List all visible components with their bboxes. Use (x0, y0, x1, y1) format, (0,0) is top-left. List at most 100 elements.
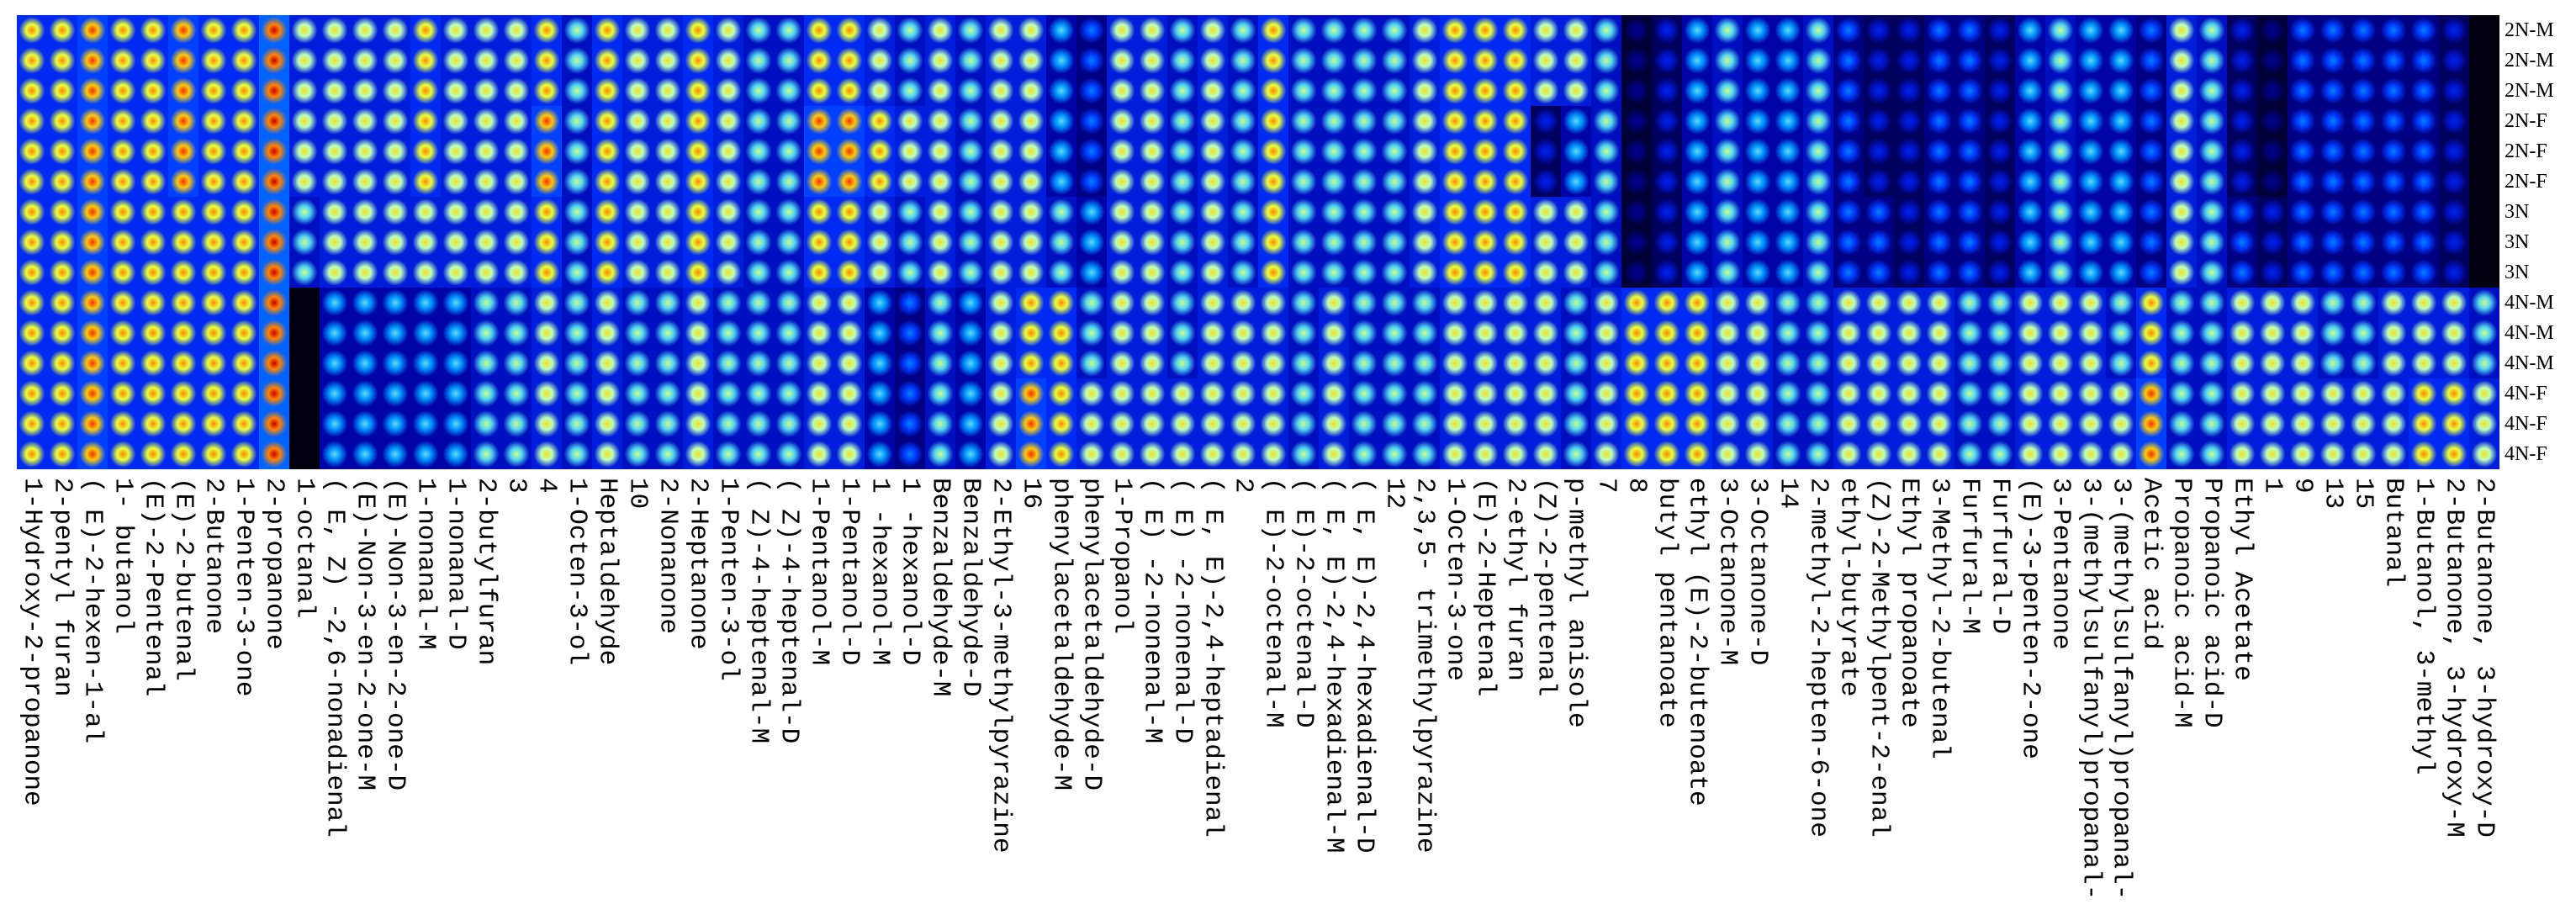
cell-spot (1502, 47, 1529, 74)
heatmap-cell (47, 348, 77, 378)
heatmap-cell (2288, 439, 2318, 469)
cell-spot (2138, 350, 2165, 377)
cell-spot (1320, 350, 1347, 377)
heatmap-cell (2318, 227, 2348, 257)
cell-spot (1896, 47, 1923, 74)
cell-spot (1986, 47, 2013, 74)
heatmap-cell (320, 167, 350, 197)
cell-spot (2017, 259, 2044, 286)
cell-spot (2047, 259, 2074, 286)
cell-spot (1593, 380, 1620, 407)
cell-spot (1502, 259, 1529, 286)
heatmap-cell (1198, 167, 1228, 197)
cell-spot (1199, 350, 1226, 377)
heatmap-cell (1046, 227, 1076, 257)
heatmap-cell (108, 136, 138, 167)
heatmap-cell (108, 76, 138, 106)
heatmap-cell (592, 45, 622, 76)
cell-spot (200, 320, 227, 346)
heatmap-cell (471, 318, 501, 348)
cell-spot (2289, 350, 2316, 377)
cell-spot (594, 17, 621, 44)
cell-spot (1260, 259, 1287, 286)
cell-spot (473, 198, 500, 225)
cell-spot (1593, 350, 1620, 377)
cell-spot (533, 47, 560, 74)
cell-spot (806, 168, 833, 195)
cell-spot (1169, 108, 1196, 135)
heatmap-cell (2227, 348, 2257, 378)
heatmap-cell (1076, 409, 1107, 439)
heatmap-cell (1682, 378, 1712, 409)
cell-spot (1775, 380, 1801, 407)
cell-spot (775, 229, 802, 256)
cell-spot (1018, 198, 1045, 225)
cell-spot (503, 77, 530, 104)
cell-spot (1139, 17, 1166, 44)
heatmap-cell (1228, 318, 1258, 348)
heatmap-cell (2257, 257, 2288, 288)
cell-spot (2441, 17, 2468, 44)
heatmap-cell (1198, 197, 1228, 227)
cell-spot (1108, 289, 1135, 316)
heatmap-cell (17, 288, 47, 318)
cell-spot (1260, 320, 1287, 346)
heatmap-cell (1803, 378, 1833, 409)
heatmap-cell (1561, 288, 1591, 318)
heatmap-cell (198, 378, 229, 409)
cell-spot (624, 229, 651, 256)
heatmap-cell (17, 409, 47, 439)
heatmap-cell (1288, 167, 1319, 197)
cell-spot (927, 289, 954, 316)
heatmap-cell (1167, 288, 1198, 318)
heatmap-cell (774, 288, 804, 318)
heatmap-cell (108, 227, 138, 257)
cell-spot (473, 108, 500, 135)
cell-spot (1714, 441, 1741, 468)
column-label: phenylacetaldehyde-M (1047, 478, 1076, 790)
cell-spot (109, 198, 136, 225)
heatmap-cell (1076, 439, 1107, 469)
heatmap-cell (1470, 76, 1500, 106)
cell-spot (2138, 259, 2165, 286)
cell-spot (533, 380, 560, 407)
cell-spot (1230, 108, 1256, 135)
heatmap-cell (1228, 409, 1258, 439)
heatmap-cell (1500, 197, 1531, 227)
cell-spot (352, 380, 378, 407)
heatmap-cell (1652, 318, 1682, 348)
heatmap-cell (653, 167, 683, 197)
cell-spot (2198, 380, 2225, 407)
heatmap-cell (77, 106, 108, 136)
heatmap-cell (622, 348, 653, 378)
cell-spot (2289, 259, 2316, 286)
cell-spot (49, 198, 76, 225)
heatmap-cell (2197, 288, 2227, 318)
heatmap-cell (1107, 288, 1137, 318)
cell-spot (2441, 138, 2468, 165)
heatmap-cell (834, 45, 865, 76)
cell-spot (1684, 259, 1711, 286)
heatmap-cell (774, 136, 804, 167)
cell-spot (806, 47, 833, 74)
heatmap-cell (1954, 439, 1985, 469)
cell-spot (2350, 380, 2377, 407)
column-label: 2-Butanone, 3-hydroxy-D (2470, 478, 2499, 838)
heatmap-cell (955, 136, 986, 167)
heatmap-cell (713, 348, 743, 378)
heatmap-cell (320, 106, 350, 136)
heatmap-cell (743, 378, 774, 409)
column-label: 2-Butanone, 3-hydroxy-M (2440, 478, 2469, 838)
heatmap-cell (1288, 136, 1319, 167)
cell-spot (2380, 138, 2407, 165)
cell-spot (775, 380, 802, 407)
cell-spot (230, 138, 257, 165)
heatmap-cell (380, 378, 410, 409)
cell-spot (2138, 138, 2165, 165)
cell-spot (2350, 168, 2377, 195)
cell-spot (2319, 168, 2346, 195)
cell-spot (1290, 380, 1317, 407)
cell-spot (1381, 108, 1408, 135)
cell-spot (170, 17, 197, 44)
cell-spot (1108, 320, 1135, 346)
